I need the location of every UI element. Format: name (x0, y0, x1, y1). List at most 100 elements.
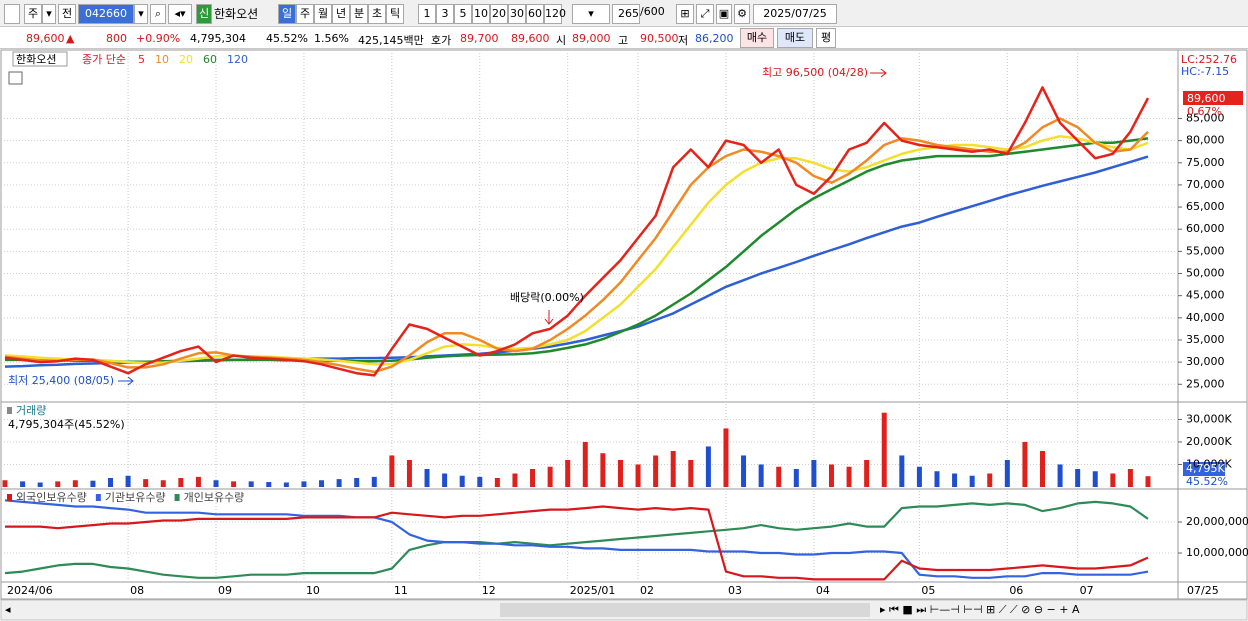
settings-icon[interactable]: ⚙ (734, 4, 750, 24)
y-tick-label: 50,000 (1186, 267, 1225, 280)
dropdown[interactable]: ▾ (42, 4, 56, 24)
label: 고 (618, 34, 629, 47)
date-input[interactable]: 2025/07/25 (753, 4, 837, 24)
buy-button[interactable]: 매수 (740, 28, 774, 48)
current-volume-box (1183, 462, 1225, 476)
x-tick-label: 02 (640, 584, 654, 597)
sound-button[interactable]: ◂▾ (168, 4, 192, 24)
toolbar-button[interactable]: 1 (418, 4, 436, 24)
volume-bar (1110, 473, 1116, 487)
tool-icon[interactable]: ⊞ (676, 4, 694, 24)
y-tick-label: 10,000K (1186, 457, 1232, 470)
save-icon[interactable]: ▣ (716, 4, 732, 24)
volume-bar (952, 473, 958, 487)
volume-bar (20, 481, 26, 487)
ask: 89,700 (460, 32, 499, 45)
volume-bar (90, 480, 96, 487)
y-tick-label: 30,000 (1186, 355, 1225, 368)
low: 86,200 (695, 32, 734, 45)
volume-bar (916, 466, 922, 487)
scroll-thumb[interactable] (500, 603, 870, 617)
toolbar-button[interactable]: 틱 (386, 4, 404, 24)
series-line (4, 499, 1149, 579)
credit-badge: 신 (196, 4, 212, 24)
avg-button[interactable]: 평 (816, 28, 836, 48)
toolbar-button[interactable]: 월 (314, 4, 332, 24)
legend-title: 한화오션 (16, 53, 56, 66)
dropdown[interactable]: ▾ (572, 4, 610, 24)
volume-bar (442, 473, 448, 487)
y-tick-label: 70,000 (1186, 178, 1225, 191)
series-line (4, 134, 1149, 366)
volume-bar (776, 466, 782, 487)
volume-bar (617, 459, 623, 487)
volume-bar (125, 475, 131, 487)
legend-entry: 개인보유수량 (184, 491, 245, 504)
x-tick-label: 03 (728, 584, 742, 597)
stock-name: 한화오션 (214, 7, 259, 21)
volume-bar (1127, 468, 1133, 487)
y-tick-label: 20,000,000 (1186, 515, 1248, 528)
y-tick-label: 75,000 (1186, 156, 1225, 169)
toolbar-button[interactable]: 10 (472, 4, 490, 24)
period-select[interactable]: 주 (24, 4, 42, 24)
x-tick-label: 08 (130, 584, 144, 597)
y-tick-label: 55,000 (1186, 244, 1225, 257)
volume-bar (635, 464, 641, 487)
search-button[interactable]: ⌕ (150, 4, 166, 24)
legend-entry: 10 (155, 53, 169, 66)
volume-bar (108, 477, 114, 487)
toolbar-button[interactable]: 초 (368, 4, 386, 24)
menu-icon[interactable] (4, 4, 20, 24)
legend-label: 종가 단순 (82, 53, 126, 66)
series-line (4, 500, 1149, 579)
volume-bar (881, 412, 887, 487)
dropdown[interactable]: ▾ (134, 4, 148, 24)
series-line (4, 155, 1149, 368)
x-tick-label: 12 (482, 584, 496, 597)
tool-icon[interactable]: ⤢ (696, 4, 714, 24)
code-input[interactable]: 042660 (78, 4, 134, 24)
sell-button[interactable]: 매도 (777, 28, 813, 48)
toolbar-button[interactable]: 120 (544, 4, 566, 24)
scroll-left[interactable]: ◂ (5, 603, 11, 616)
toolbar-button[interactable]: 20 (490, 4, 508, 24)
toolbar-button[interactable]: 5 (454, 4, 472, 24)
volume-bar (301, 481, 307, 487)
toolbar-button[interactable]: 주 (296, 4, 314, 24)
legend-marker (7, 407, 12, 414)
toolbar-button[interactable]: 60 (526, 4, 544, 24)
scrollbar[interactable] (0, 599, 1248, 621)
volume-bar (72, 480, 78, 487)
y-tick-label: 80,000 (1186, 134, 1225, 147)
toolbar-button[interactable]: 3 (436, 4, 454, 24)
volume-bar (424, 468, 430, 487)
toolbar-button[interactable]: 일 (278, 4, 296, 24)
toolbar-button[interactable]: 30 (508, 4, 526, 24)
current-pct: 0.67% (1187, 105, 1222, 118)
frame (0, 49, 1248, 600)
turnover: 1.56% (314, 32, 349, 45)
label: 호가 (431, 34, 452, 47)
arrow: ▲ (66, 32, 75, 45)
volume-bar (547, 466, 553, 487)
nav-buttons[interactable]: ▸ ⏮ ■ ⏭ ⊢—⊣ ⊢⊣ ⊞ ⟋ ⟋ ⊘ ⊖ − + A (880, 603, 1080, 616)
volume-bar (371, 476, 377, 487)
y-tick-label: 25,000 (1186, 377, 1225, 390)
x-tick-label: 10 (306, 584, 320, 597)
toolbar-button[interactable]: 분 (350, 4, 368, 24)
volume-bar (248, 481, 254, 487)
volume-bar (1075, 468, 1081, 487)
legend-marker (7, 494, 12, 501)
volume-bar (512, 473, 518, 487)
volume-bar (1145, 476, 1151, 487)
count-input[interactable]: 265 (612, 4, 640, 24)
volume-bar (741, 455, 747, 487)
toolbar-button[interactable]: 년 (332, 4, 350, 24)
volume-bar (899, 455, 905, 487)
volume-ratio: 45.52% (266, 32, 308, 45)
label: 시 (556, 34, 567, 47)
prev-button[interactable]: 전 (58, 4, 76, 24)
table-icon[interactable] (8, 71, 23, 85)
